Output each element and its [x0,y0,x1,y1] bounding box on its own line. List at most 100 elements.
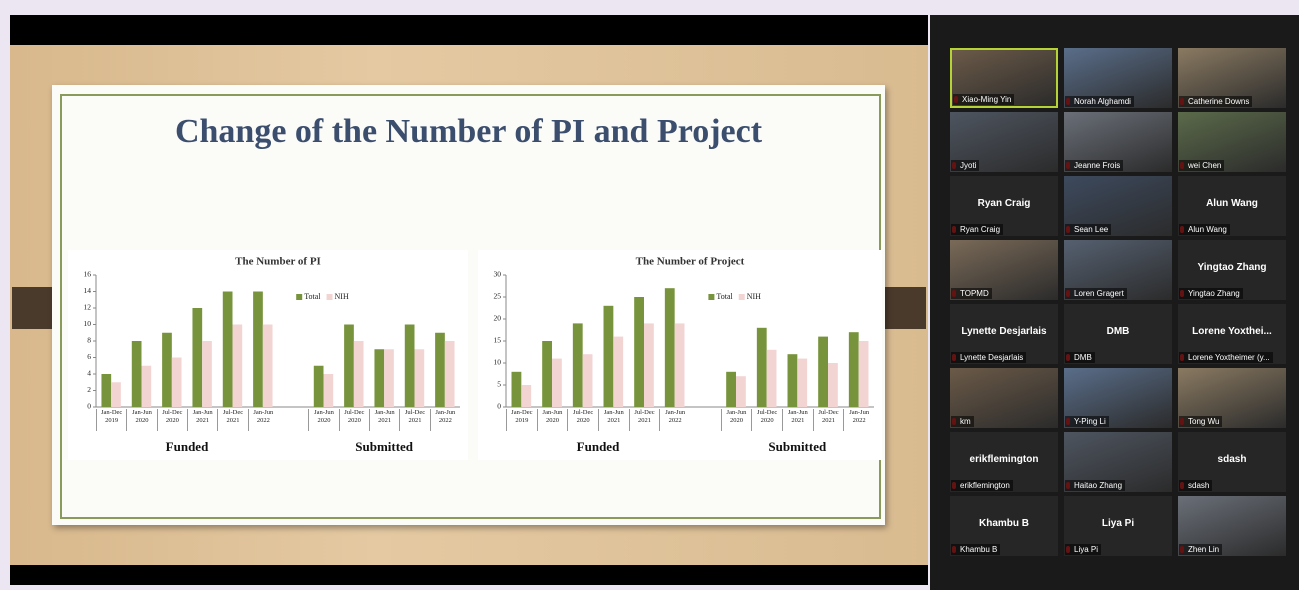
bar [675,323,685,407]
legend-label: NIH [747,292,761,301]
participant-name: km [951,416,974,427]
legend-label: NIH [335,292,349,301]
participant-name: Khambu B [951,544,1000,555]
x-tick-label: Jan-Jun 2022 [248,409,278,431]
slide-title: Change of the Number of PI and Project [60,113,877,151]
bar [767,350,777,407]
participant-name: Lorene Yoxtheimer (y... [1179,352,1273,363]
x-tick-label: Jan-Jun 2020 [537,409,568,431]
bar [604,306,614,407]
participant-name: sdash [1179,480,1212,491]
bar [736,376,746,407]
chart-title: The Number of Project [636,256,745,268]
bar [726,372,736,407]
participant-tile: TOPMD [950,240,1058,300]
x-tick-label: Jan-Jun 2020 [308,409,338,431]
participant-tile: Khambu B Khambu B [950,496,1058,556]
x-tick-label: Jan-Jun 2021 [187,409,217,431]
y-tick-label: 8 [87,336,91,345]
participant-tile: Alun WangAlun Wang [1178,176,1286,236]
bar [818,337,828,407]
participant-name: Sean Lee [1065,224,1111,235]
bar [583,354,593,407]
participant-name: wei Chen [1179,160,1224,171]
participant-tile: km [950,368,1058,428]
x-tick-label: Jul-Dec 2020 [567,409,598,431]
bar [859,341,869,407]
bar [354,341,364,407]
x-tick-label: Jan-Jun 2021 [598,409,629,431]
x-tick-label: Jan-Dec 2019 [506,409,537,431]
participant-name: Y-Ping Li [1065,416,1109,427]
participant-name: erikflemington [951,480,1013,491]
participant-name: TOPMD [951,288,992,299]
participant-tile: Tong Wu [1178,368,1286,428]
bar [132,341,142,407]
legend-swatch [739,294,745,300]
bar [101,374,111,407]
bar [374,349,384,407]
participant-tile: Haitao Zhang [1064,432,1172,492]
participant-name: Ryan Craig [951,224,1003,235]
participant-display-name: Ryan Craig [950,198,1058,209]
participant-tile: Sean Lee [1064,176,1172,236]
participant-display-name: Khambu B [950,518,1058,529]
participant-name: Norah Alghamdi [1065,96,1134,107]
legend-swatch [296,294,302,300]
participant-tile: Xiao-Ming Yin [950,48,1058,108]
participant-display-name: Yingtao Zhang [1178,262,1286,273]
participant-name: Lynette Desjarlais [951,352,1026,363]
participant-name: DMB [1065,352,1095,363]
bar [314,366,324,407]
legend-swatch [327,294,333,300]
legend-swatch [708,294,714,300]
participant-panel: Xiao-Ming Yin Norah Alghamdi Catherine Dow… [930,15,1299,590]
participant-tile: Y-Ping Li [1064,368,1172,428]
legend-label: Total [304,292,321,301]
bar [324,374,334,407]
bar [757,328,767,407]
participant-tile: Catherine Downs [1178,48,1286,108]
group-label: Submitted [308,439,460,455]
bar [415,349,425,407]
bar [665,288,675,407]
x-tick-label: Jul-Dec 2021 [217,409,247,431]
participant-display-name: DMB [1064,326,1172,337]
x-tick-label: Jul-Dec 2020 [751,409,782,431]
y-tick-label: 20 [494,314,502,323]
y-tick-label: 14 [84,286,92,295]
y-tick-label: 0 [497,402,501,411]
y-tick-label: 16 [84,270,92,279]
y-tick-label: 2 [87,385,91,394]
bar [344,325,354,408]
participant-display-name: Lynette Desjarlais [950,326,1058,337]
bar [828,363,838,407]
participant-display-name: Alun Wang [1178,198,1286,209]
participant-name: Yingtao Zhang [1179,288,1243,299]
participant-tile: Zhen Lin [1178,496,1286,556]
y-tick-label: 5 [497,380,501,389]
participant-display-name: erikflemington [950,454,1058,465]
participant-display-name: sdash [1178,454,1286,465]
group-label: Funded [96,439,278,455]
participant-name: Catherine Downs [1179,96,1252,107]
participant-tile: Norah Alghamdi [1064,48,1172,108]
y-tick-label: 30 [494,270,502,279]
y-tick-label: 6 [87,352,91,361]
participant-tile: erikflemington erikflemington [950,432,1058,492]
y-tick-label: 12 [84,303,92,312]
bar [253,292,263,408]
bar [634,297,644,407]
participant-tile: Loren Gragert [1064,240,1172,300]
participant-name: Zhen Lin [1179,544,1222,555]
bar [263,325,273,408]
x-tick-label: Jan-Jun 2022 [430,409,460,431]
chart-title: The Number of PI [235,256,321,268]
bar [644,323,654,407]
decor-tab [884,287,926,329]
x-tick-label: Jan-Jun 2021 [369,409,399,431]
participant-name: Liya Pi [1065,544,1101,555]
participant-name: Jyoti [951,160,979,171]
